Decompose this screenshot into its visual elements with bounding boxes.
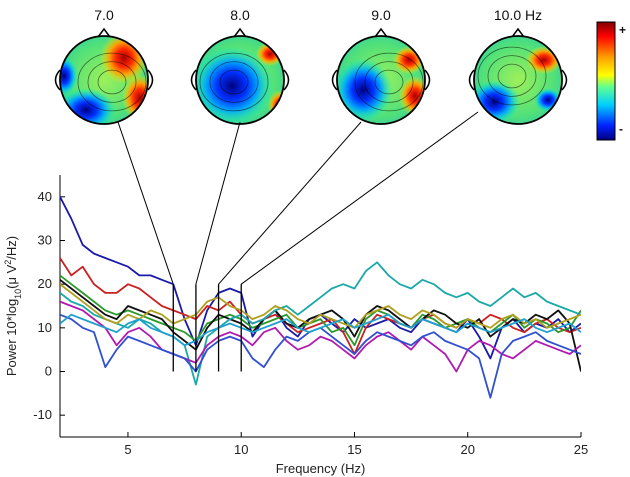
contour-line [199, 52, 269, 112]
y-tick-label: 30 [38, 233, 52, 248]
y-axis-label-part: 2 [3, 260, 13, 265]
connector-line [195, 121, 241, 285]
x-tick-label: 25 [574, 442, 588, 457]
topomap: 8.0 [190, 7, 290, 125]
topomap: 10.0 Hz [468, 7, 568, 125]
y-axis-label-part: Power 10*log [4, 299, 19, 376]
head-nose [511, 27, 525, 38]
contour-line [487, 55, 537, 97]
contour-line [219, 69, 249, 95]
topomap-row: 7.0 8.0 9.0 10.0 Hz [54, 7, 568, 125]
frequency-markers [172, 284, 242, 372]
potential-region [268, 90, 284, 122]
head-ear-right [561, 69, 568, 91]
y-axis-label: Power 10*log10(μ V2/Hz) [3, 236, 23, 376]
connector-line [240, 111, 479, 285]
head-outline [59, 35, 149, 125]
colorbar: +- [596, 21, 626, 141]
series-lines [60, 196, 581, 399]
head-ear-left [54, 69, 61, 91]
contour-line [77, 52, 147, 112]
series-line [60, 279, 581, 372]
contour-line [87, 61, 137, 103]
topomap-label: 7.0 [94, 7, 114, 23]
head-ear-left [331, 69, 338, 91]
potential-region [60, 56, 78, 96]
head-ear-right [147, 69, 154, 91]
series-line [60, 313, 581, 347]
contour-line [364, 61, 414, 103]
potential-region [399, 76, 425, 116]
y-axis-label-part: 10 [13, 289, 23, 299]
plot-axes: -10 0 10 20 30 40 5 10 15 20 25 Frequency (Hz) Power… [3, 175, 588, 476]
y-axis-label-part: (μ V [4, 264, 19, 288]
topomap: 9.0 [331, 7, 431, 125]
topomap-connectors [117, 111, 479, 285]
colorbar-gradient [596, 21, 616, 141]
contour-line [374, 69, 404, 95]
y-axis-label-part: /Hz) [4, 236, 19, 260]
series-line [60, 257, 581, 355]
contour-line [477, 46, 547, 106]
colorbar-max-label: + [619, 23, 626, 37]
contour-line [497, 63, 527, 89]
head-nose [97, 27, 111, 38]
head-outline [473, 35, 563, 125]
connector-line [218, 121, 362, 285]
series-line [60, 300, 581, 373]
head-ear-left [468, 69, 475, 91]
y-tick-label: 10 [38, 320, 52, 335]
series-line [60, 283, 581, 329]
potential-region [337, 58, 393, 122]
y-tick-label: 20 [38, 276, 52, 291]
topomap-label: 8.0 [230, 7, 250, 23]
x-axis-label: Frequency (Hz) [276, 461, 366, 476]
head-ear-left [190, 69, 197, 91]
series-line [60, 196, 581, 360]
head-ear-right [424, 69, 431, 91]
series-line [60, 274, 581, 347]
head-nose [374, 27, 388, 38]
x-tick-label: 15 [347, 442, 361, 457]
head-outline [336, 35, 426, 125]
colorbar-min-label: - [619, 122, 623, 136]
y-tick-label: -10 [33, 407, 52, 422]
head-ear-right [283, 69, 290, 91]
y-tick-label: 40 [38, 189, 52, 204]
topomap-label: 10.0 Hz [494, 7, 542, 23]
connector-line [117, 121, 174, 285]
x-tick-label: 20 [461, 442, 475, 457]
x-tick-label: 10 [234, 442, 248, 457]
series-line [60, 261, 581, 386]
y-tick-label: 0 [45, 364, 52, 379]
contour-line [97, 69, 127, 95]
head-nose [233, 27, 247, 38]
topomap: 7.0 [54, 7, 154, 125]
x-tick-label: 5 [124, 442, 131, 457]
head-outline [195, 35, 285, 125]
topomap-label: 9.0 [371, 7, 391, 23]
contour-line [354, 52, 424, 112]
contour-line [209, 61, 259, 103]
